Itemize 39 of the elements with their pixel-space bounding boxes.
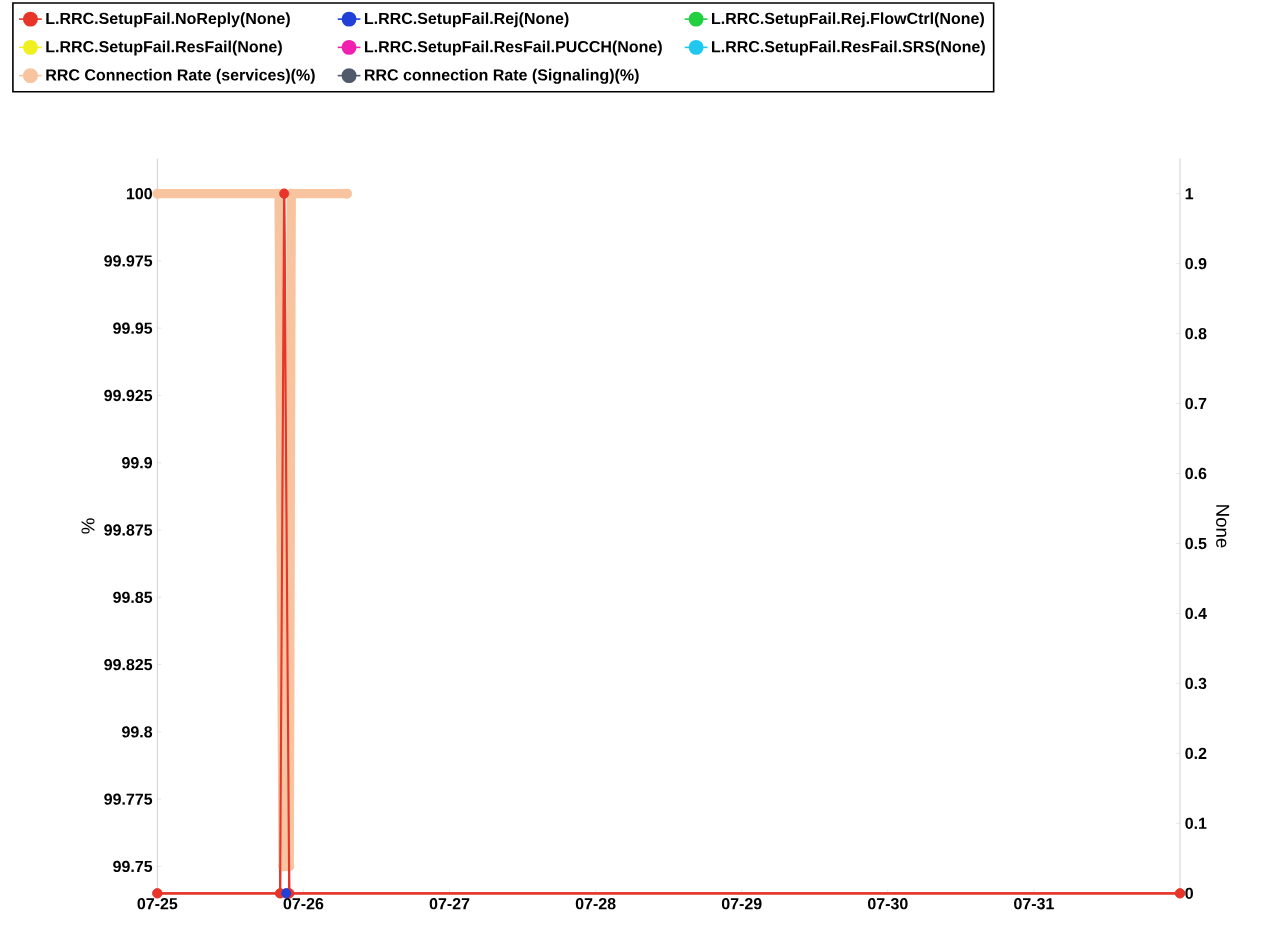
y-tick-label: 99.825 (104, 658, 153, 671)
y2-axis-title: None (1216, 505, 1230, 548)
y-tick-label: 99.975 (104, 255, 153, 267)
x-tick-label: 07-27 (429, 897, 470, 910)
x-tick-label: 07-25 (137, 897, 178, 910)
y-tick-label: 99.95 (113, 322, 153, 334)
y2-tick-label: 1 (1185, 187, 1194, 199)
y2-tick-label: 0.1 (1185, 817, 1207, 829)
y2-tick-label: 0.3 (1185, 677, 1207, 689)
y2-tick-label: 0.8 (1185, 327, 1207, 340)
y2-tick-label: 0.7 (1185, 397, 1207, 410)
y-tick-label: 99.8 (122, 726, 153, 738)
y-tick-label: 99.875 (104, 524, 153, 536)
legend-label: L.RRC.SetupFail.ResFail.PUCCH(None) (364, 40, 662, 56)
y-tick-label: 99.9 (122, 456, 153, 469)
legend-label: L.RRC.SetupFail.ResFail.SRS(None) (712, 40, 985, 56)
x-tick-label: 07-31 (1014, 897, 1054, 910)
x-tick-label: 07-26 (283, 897, 324, 910)
y-tick-label: 99.775 (104, 793, 153, 805)
y2-tick-label: 0.6 (1185, 467, 1207, 480)
y-axis-title: % (81, 518, 95, 534)
y-tick-label: 99.85 (113, 591, 153, 603)
y-tick-label: 99.925 (104, 389, 153, 401)
y2-tick-label: 0.5 (1185, 537, 1207, 549)
legend-label: RRC Connection Rate (services)(%) (46, 68, 315, 84)
x-tick-label: 07-30 (867, 897, 908, 910)
legend-label: L.RRC.SetupFail.ResFail(None) (46, 40, 282, 56)
y-tick-label: 100 (126, 187, 152, 200)
legend-label: L.RRC.SetupFail.Rej(None) (364, 12, 569, 28)
x-tick-label: 07-28 (575, 897, 616, 910)
y-tick-label: 99.75 (113, 860, 153, 872)
y2-tick-label: 0 (1185, 887, 1193, 899)
y2-tick-label: 0.9 (1185, 257, 1207, 270)
y2-tick-label: 0.4 (1185, 607, 1207, 619)
x-tick-label: 07-29 (721, 897, 762, 910)
legend-label: RRC connection Rate (Signaling)(%) (364, 68, 639, 84)
legend-label: L.RRC.SetupFail.Rej.FlowCtrl(None) (712, 12, 984, 28)
legend-label: L.RRC.SetupFail.NoReply(None) (46, 12, 290, 28)
y2-tick-label: 0.2 (1185, 747, 1207, 759)
